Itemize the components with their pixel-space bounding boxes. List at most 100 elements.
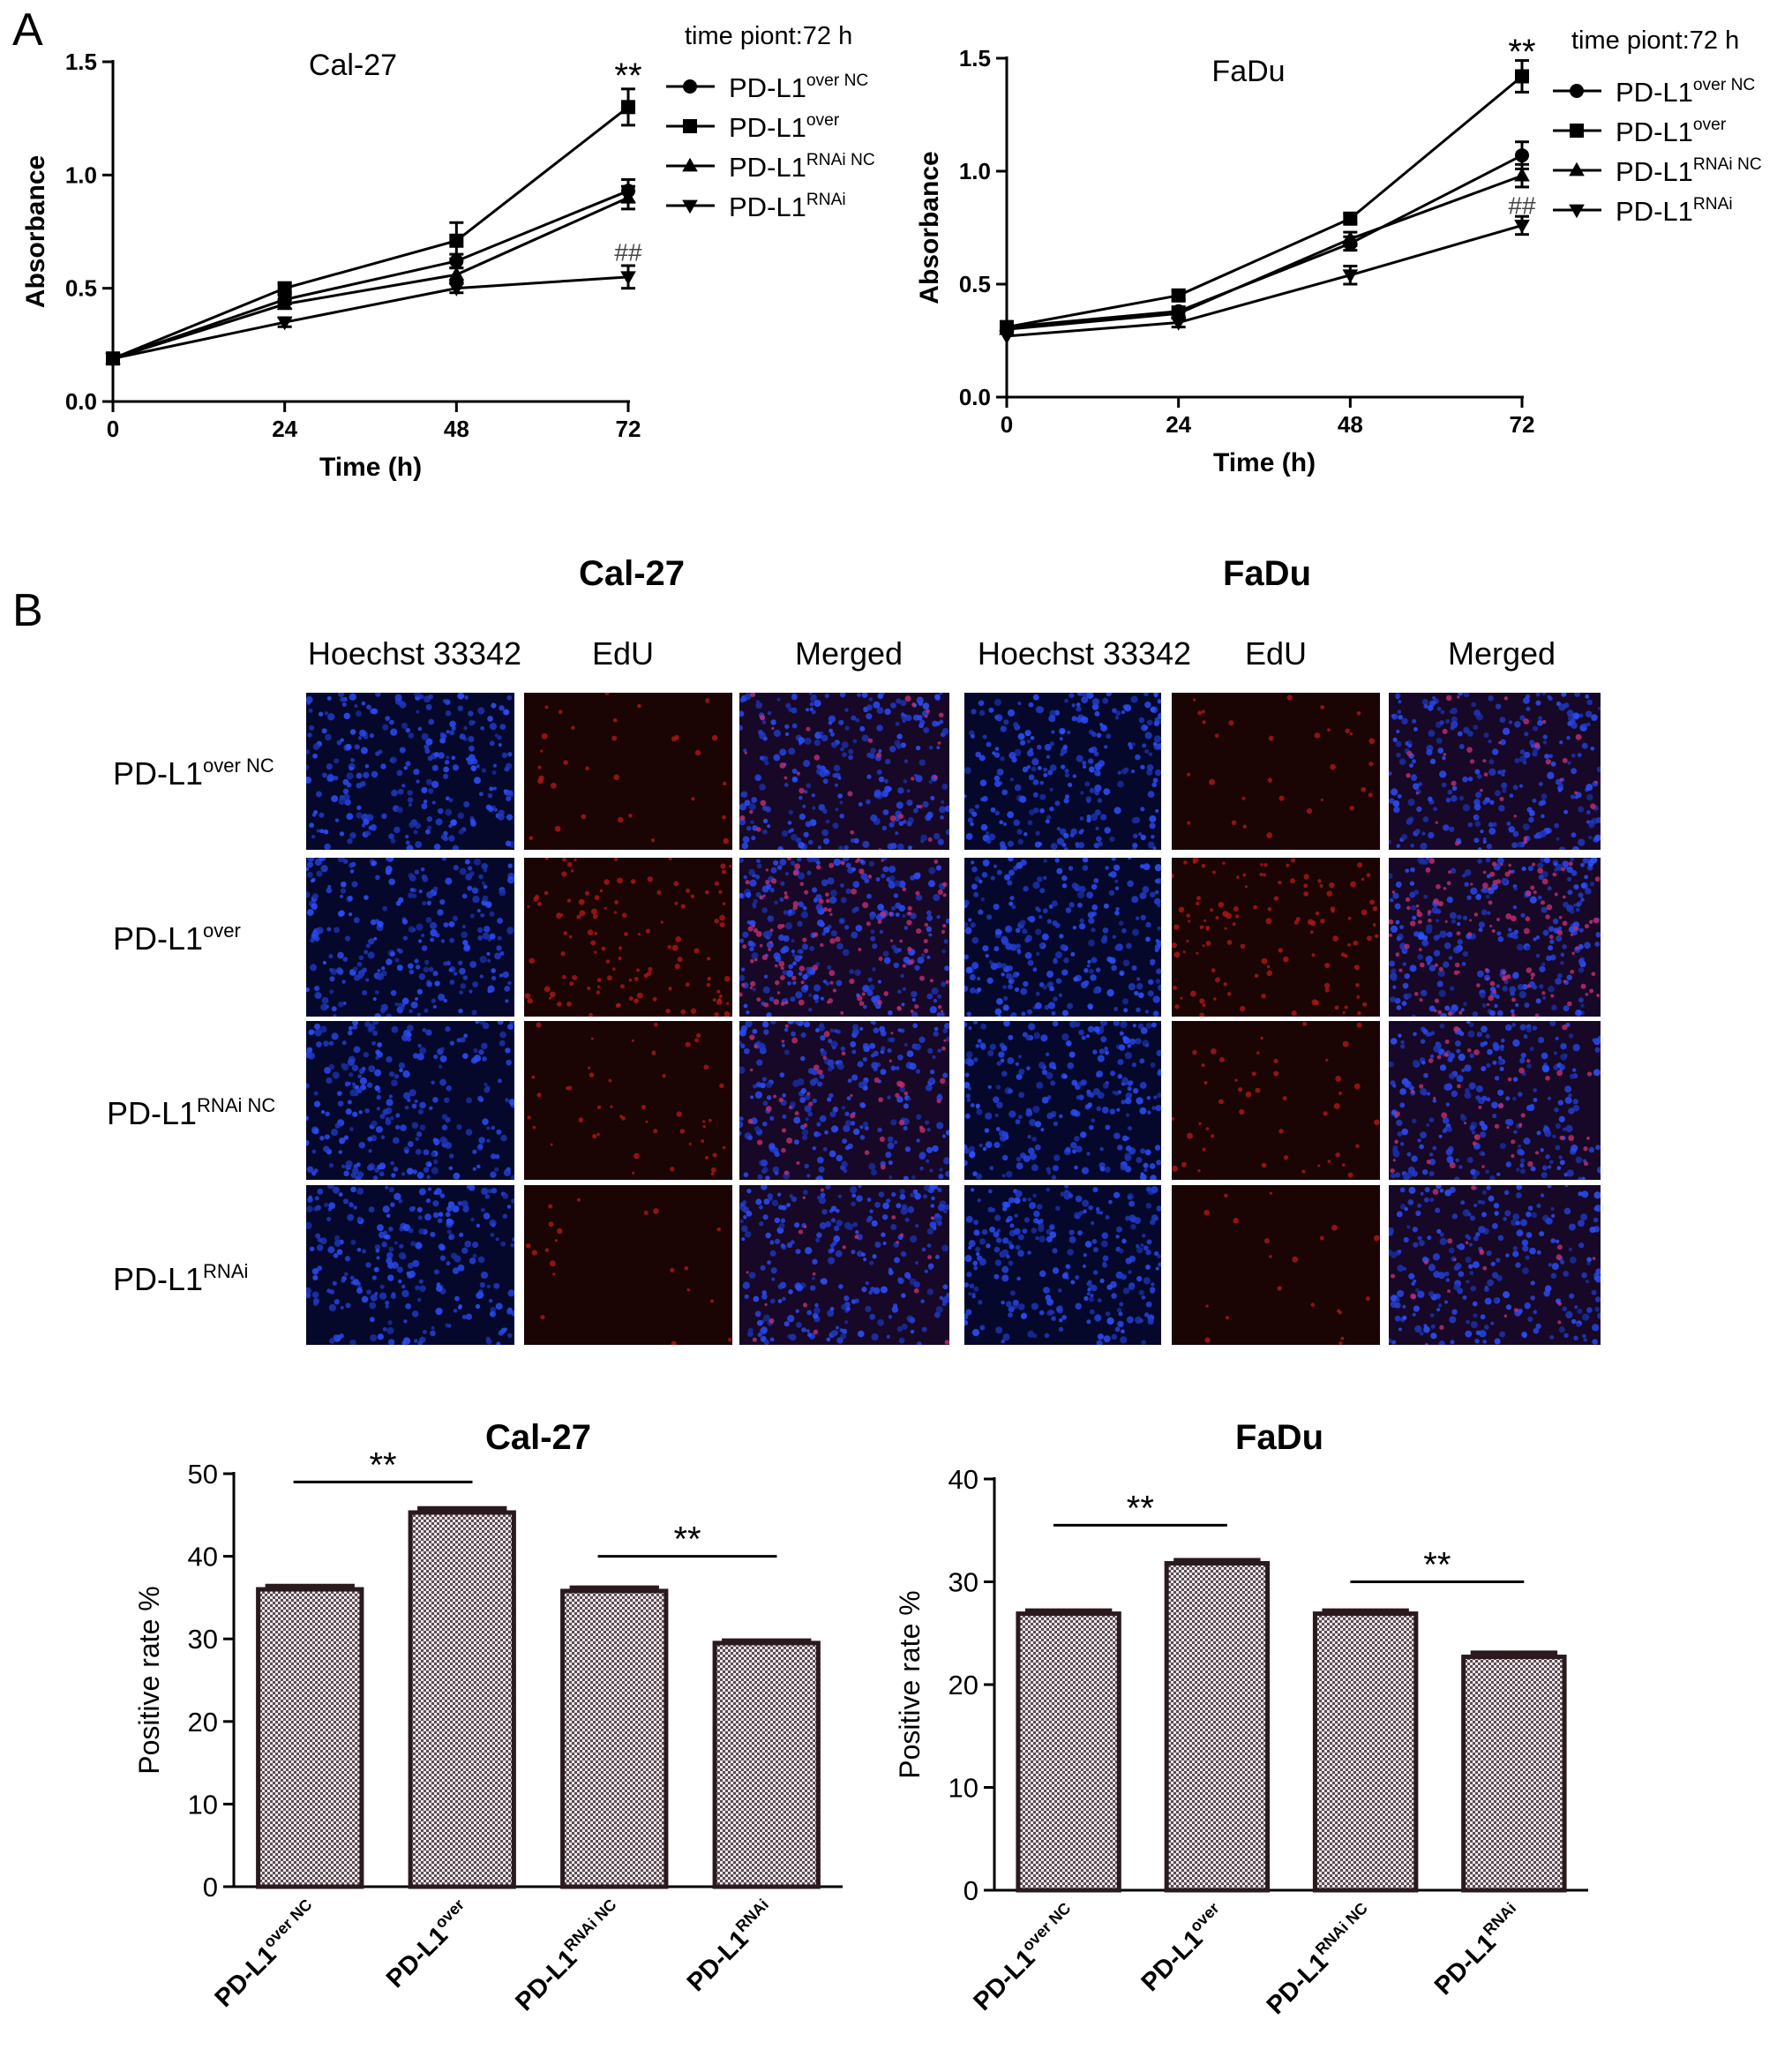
edu-image — [524, 693, 732, 850]
legend-label: PD-L1over NC — [729, 71, 868, 103]
series-square — [106, 87, 635, 366]
cell-nuclei — [964, 858, 1161, 1017]
cell-nuclei — [739, 693, 949, 850]
legend-label: PD-L1RNAi — [729, 191, 846, 222]
hoechst-image — [306, 1185, 514, 1345]
chart-title: Cal-27 — [309, 49, 397, 82]
significance-stars: ** — [1508, 33, 1535, 71]
image-background — [1172, 693, 1380, 850]
merged-image — [739, 1021, 949, 1180]
data-point — [1514, 167, 1530, 182]
micrograph-row-label: PD-L1RNAi NC — [107, 1094, 276, 1131]
y-tick-label: 30 — [948, 1567, 978, 1598]
image-background — [1172, 1021, 1380, 1180]
series-circle — [106, 177, 635, 366]
y-tick-label: 0 — [203, 1872, 218, 1903]
micrograph-column-label: Merged — [794, 635, 903, 672]
bar — [1312, 1611, 1419, 1893]
micrograph-row-label: PD-L1over NC — [113, 754, 274, 792]
x-tick-label: 48 — [444, 416, 469, 442]
hoechst-image — [964, 693, 1161, 850]
series-line — [112, 189, 629, 360]
legend-marker — [683, 79, 697, 94]
legend-title: time piont:72 h — [1571, 26, 1739, 55]
y-tick-label: 30 — [188, 1624, 218, 1655]
y-tick-label: 0.5 — [65, 275, 97, 302]
cell-nuclei — [1389, 858, 1601, 1017]
data-point — [621, 100, 635, 115]
y-axis-label: Absorbance — [21, 155, 50, 308]
bar-group: PD-L1RNAi — [680, 1638, 821, 1997]
legend-title: time piont:72 h — [685, 22, 852, 50]
category-label: PD-L1RNAi — [680, 1896, 782, 1997]
hoechst-image — [306, 1021, 514, 1180]
x-tick-label: 0 — [1001, 411, 1013, 438]
cell-nuclei — [964, 1185, 1161, 1345]
significance-hash: ## — [1508, 191, 1536, 219]
legend-label: PD-L1RNAi — [1616, 195, 1733, 227]
cell-nuclei — [1389, 1021, 1601, 1180]
hoechst-image — [306, 693, 514, 850]
cell-nuclei — [525, 1197, 732, 1345]
image-background — [739, 858, 949, 1017]
cell-nuclei — [1186, 694, 1376, 839]
legend-item: PD-L1over NC — [1553, 76, 1755, 108]
edu-bar-chart-cal27: Cal-27 0 10 20 30 40 50 Positive rate % PD-L1ove… — [133, 1418, 843, 2016]
bar — [1016, 1611, 1121, 1893]
hoechst-image — [964, 1185, 1161, 1345]
image-background — [524, 693, 732, 850]
y-axis-label: Positive rate % — [896, 1590, 926, 1778]
micrograph-column-label: Hoechst 33342 — [977, 635, 1192, 672]
y-tick-label: 0.0 — [959, 384, 991, 410]
series-square — [1000, 59, 1529, 334]
edu-image — [524, 858, 732, 1017]
x-tick-label: 72 — [616, 416, 641, 442]
x-tick-label: 72 — [1510, 411, 1535, 438]
data-point — [1342, 269, 1359, 283]
cell-nuclei — [1389, 1185, 1601, 1345]
image-background — [524, 1185, 732, 1345]
legend-item: PD-L1RNAi NC — [1553, 155, 1762, 187]
bar-group: PD-L1over NC — [210, 1583, 364, 2013]
series-line — [1006, 223, 1523, 338]
category-label: PD-L1over — [379, 1896, 477, 1993]
data-point — [276, 316, 293, 331]
data-point — [1343, 211, 1358, 226]
y-tick-label: 20 — [948, 1670, 978, 1700]
cell-nuclei — [524, 858, 732, 1017]
chart-title: Cal-27 — [485, 1418, 591, 1457]
x-tick-label: 48 — [1338, 411, 1363, 438]
data-point — [448, 267, 465, 281]
legend-item: PD-L1over NC — [666, 71, 868, 103]
data-point — [1515, 148, 1529, 163]
micrograph-row-label: PD-L1over — [113, 920, 241, 957]
legend-marker — [683, 119, 697, 133]
category-label: PD-L1RNAi NC — [508, 1896, 629, 2016]
bar — [1461, 1655, 1567, 1893]
bar-group: PD-L1over — [1136, 1558, 1271, 1997]
y-tick-label: 1.0 — [65, 161, 97, 188]
edu-image — [1172, 1185, 1380, 1345]
growth-curve-chart-cal27: 0.0 0.5 1.0 1.5 0 24 48 72 Time (h) Absorbance Cal… — [21, 22, 875, 482]
edu-image — [524, 1021, 732, 1180]
cell-nuclei — [527, 1022, 726, 1176]
series-circle — [1000, 140, 1529, 334]
x-axis-label: Time (h) — [319, 453, 422, 482]
legend-item: PD-L1RNAi — [666, 191, 846, 222]
panel-label-a: A — [12, 4, 43, 56]
micrograph-column-label: Merged — [1447, 635, 1556, 672]
cell-nuclei — [964, 1021, 1161, 1180]
edu-image — [1172, 858, 1380, 1017]
data-point — [620, 271, 636, 286]
category-label: PD-L1RNAi — [1428, 1899, 1529, 2001]
merged-image — [1389, 1185, 1601, 1345]
cell-nuclei — [739, 1021, 949, 1180]
merged-image — [739, 693, 949, 850]
image-background — [1172, 1185, 1380, 1345]
x-axis-label: Time (h) — [1213, 448, 1316, 477]
bar — [408, 1510, 516, 1889]
significance-stars: ** — [1423, 1546, 1451, 1585]
legend-marker — [1569, 204, 1585, 219]
series-triangle-down — [999, 214, 1530, 345]
merged-image — [739, 858, 949, 1017]
